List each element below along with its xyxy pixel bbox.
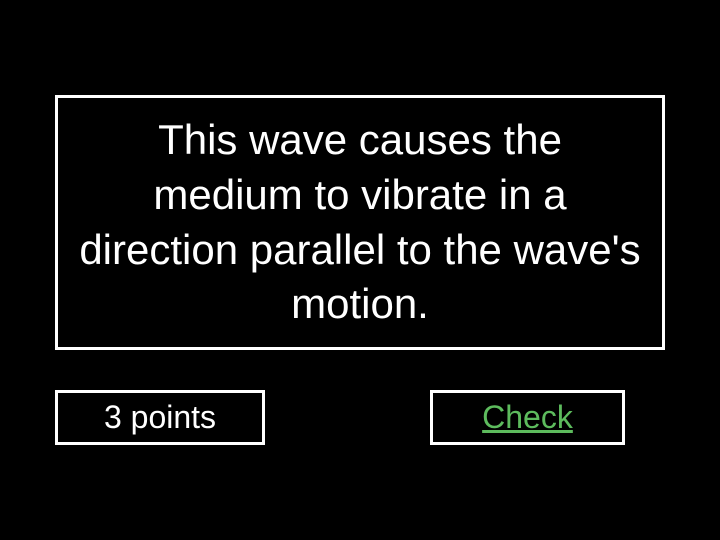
question-box: This wave causes the medium to vibrate i… (55, 95, 665, 350)
points-text: 3 points (104, 399, 216, 436)
check-link-text: Check (482, 399, 573, 436)
question-text: This wave causes the medium to vibrate i… (78, 113, 642, 331)
check-button[interactable]: Check (430, 390, 625, 445)
points-box: 3 points (55, 390, 265, 445)
